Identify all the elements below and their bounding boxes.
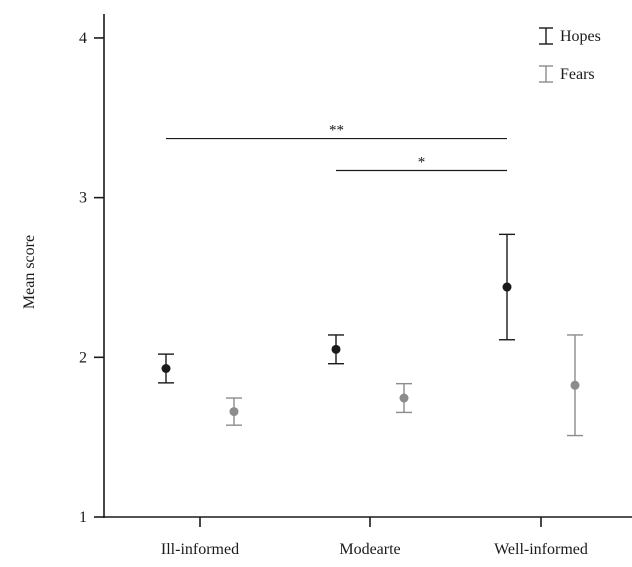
data-point [502,282,512,292]
data-point [161,363,171,373]
significance-label: ** [329,123,344,139]
legend-label: Fears [560,66,595,83]
y-tick-label: 1 [79,509,87,526]
legend: Hopes Fears [539,27,601,83]
data-point [399,393,409,403]
axes: 1 2 3 4 Ill-informed Modearte Well-informed [79,14,632,558]
y-tick-label: 2 [79,349,87,366]
y-tick-label: 3 [79,190,87,207]
data-point [331,344,341,354]
data-marks [158,233,583,437]
y-axis-label: Mean score [21,235,38,309]
legend-label: Hopes [560,28,601,45]
x-tick-label: Modearte [339,541,400,558]
significance-annotations: *** [166,123,507,172]
data-point [570,380,580,390]
x-tick-label: Well-informed [494,541,588,558]
data-point [229,407,239,417]
x-tick-label: Ill-informed [161,541,239,558]
significance-label: * [418,154,426,170]
y-tick-label: 4 [79,30,87,47]
